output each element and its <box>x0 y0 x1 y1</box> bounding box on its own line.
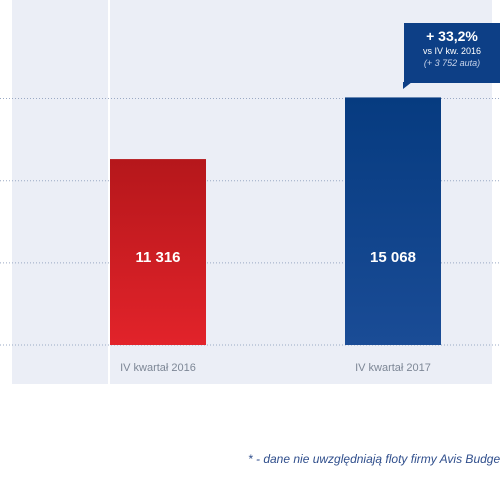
callout-pointer <box>403 82 412 89</box>
callout-comparison: vs IV kw. 2016 <box>422 46 482 56</box>
category-label: IV kwartał 2016 <box>120 362 196 374</box>
bars <box>110 97 441 345</box>
bar-value-label: 15 068 <box>370 249 416 266</box>
category-label: IV kwartał 2017 <box>355 362 431 374</box>
bar-1 <box>110 159 206 345</box>
gridlines <box>0 98 500 346</box>
change-callout: + 33,2% vs IV kw. 2016 (+ 3 752 auta) <box>404 23 500 83</box>
labels: 11 316 IV kwartał 2016 15 068 IV kwartał 20… <box>120 249 431 374</box>
background-stripe <box>206 0 302 384</box>
bar-value-label: 11 316 <box>135 249 180 266</box>
bar-2 <box>345 97 441 345</box>
background-stripe <box>12 0 108 384</box>
callout-difference: (+ 3 752 auta) <box>423 58 481 68</box>
callout-percent: + 33,2% <box>426 28 478 44</box>
footnote: * - dane nie uwzględniają floty firmy Av… <box>248 452 500 466</box>
